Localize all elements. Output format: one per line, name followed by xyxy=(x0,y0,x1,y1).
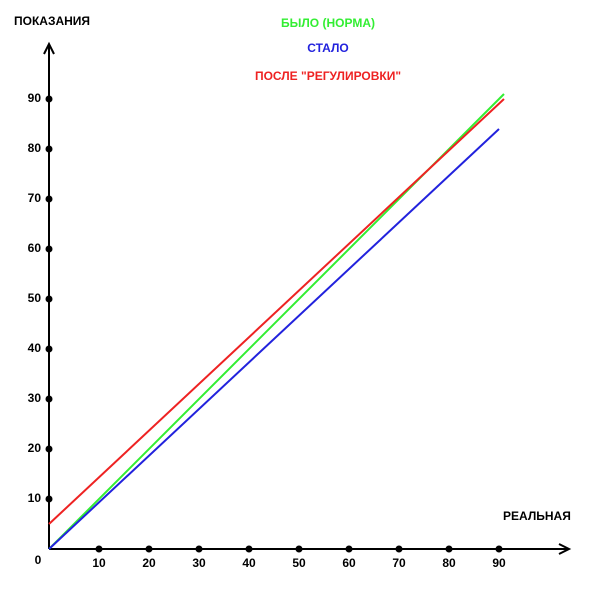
x-tick-dot xyxy=(95,545,103,553)
x-tick-label: 90 xyxy=(492,556,506,570)
legend-entry: СТАЛО xyxy=(307,41,349,55)
x-tick-dot xyxy=(495,545,503,553)
y-tick-label: 90 xyxy=(28,91,42,105)
series-line xyxy=(48,128,500,550)
x-tick-label: 10 xyxy=(92,556,106,570)
y-tick-dot xyxy=(45,345,53,353)
x-tick-label: 80 xyxy=(442,556,456,570)
y-tick-dot xyxy=(45,295,53,303)
y-tick-dot xyxy=(45,395,53,403)
legend-entry: БЫЛО (НОРМА) xyxy=(281,16,375,30)
x-tick-label: 30 xyxy=(192,556,206,570)
series-line xyxy=(48,98,505,525)
y-tick-dot xyxy=(45,95,53,103)
x-tick-label: 70 xyxy=(392,556,406,570)
y-tick-label: 40 xyxy=(28,341,42,355)
y-tick-label: 60 xyxy=(28,241,42,255)
x-tick-label: 50 xyxy=(292,556,306,570)
y-tick-dot xyxy=(45,195,53,203)
x-axis-label: РЕАЛЬНАЯ xyxy=(503,509,571,523)
x-tick-dot xyxy=(295,545,303,553)
x-tick-dot xyxy=(195,545,203,553)
x-tick-dot xyxy=(145,545,153,553)
y-tick-dot xyxy=(45,495,53,503)
y-tick-label: 80 xyxy=(28,141,42,155)
y-tick-label: 20 xyxy=(28,441,42,455)
x-tick-dot xyxy=(245,545,253,553)
y-tick-dot xyxy=(45,245,53,253)
y-tick-label: 70 xyxy=(28,191,42,205)
x-tick-dot xyxy=(395,545,403,553)
y-tick-label: 30 xyxy=(28,391,42,405)
y-axis-label: ПОКАЗАНИЯ xyxy=(14,14,90,28)
y-tick-dot xyxy=(45,145,53,153)
y-axis-arrow xyxy=(43,41,55,55)
x-tick-label: 20 xyxy=(142,556,156,570)
x-tick-dot xyxy=(445,545,453,553)
y-tick-label: 50 xyxy=(28,291,42,305)
x-tick-label: 40 xyxy=(242,556,256,570)
x-tick-label: 0 xyxy=(35,553,42,567)
y-tick-dot xyxy=(45,445,53,453)
x-tick-label: 60 xyxy=(342,556,356,570)
legend-entry: ПОСЛЕ "РЕГУЛИРОВКИ" xyxy=(255,69,401,83)
y-tick-label: 10 xyxy=(28,491,42,505)
x-tick-dot xyxy=(345,545,353,553)
x-axis-arrow xyxy=(558,543,572,555)
